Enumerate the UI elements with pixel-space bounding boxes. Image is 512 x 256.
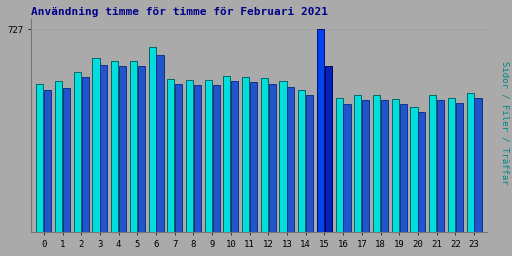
Bar bbox=[138, 66, 145, 232]
Bar bbox=[93, 58, 99, 232]
Bar bbox=[362, 101, 369, 232]
Bar bbox=[63, 88, 70, 232]
Bar bbox=[448, 98, 455, 232]
Bar bbox=[399, 104, 407, 232]
Bar bbox=[100, 65, 108, 232]
Bar bbox=[130, 60, 137, 232]
Bar bbox=[411, 107, 418, 232]
Bar bbox=[250, 82, 257, 232]
Bar bbox=[466, 93, 474, 232]
Bar bbox=[298, 90, 305, 232]
Bar bbox=[287, 87, 294, 232]
Bar bbox=[269, 84, 276, 232]
Text: Användning timme för timme för Februari 2021: Användning timme för timme för Februari … bbox=[31, 7, 328, 17]
Bar bbox=[456, 103, 463, 232]
Bar bbox=[317, 29, 324, 232]
Bar bbox=[186, 80, 193, 232]
Bar bbox=[392, 99, 399, 232]
Bar bbox=[175, 84, 182, 232]
Bar bbox=[74, 72, 81, 232]
Bar bbox=[55, 81, 62, 232]
Bar bbox=[344, 104, 351, 232]
Bar bbox=[429, 95, 436, 232]
Bar bbox=[261, 78, 268, 232]
Bar bbox=[205, 80, 212, 232]
Bar bbox=[381, 101, 388, 232]
Bar bbox=[475, 98, 481, 232]
Bar bbox=[81, 77, 89, 232]
Bar bbox=[156, 55, 163, 232]
Bar bbox=[336, 98, 343, 232]
Bar bbox=[212, 85, 220, 232]
Bar bbox=[373, 95, 380, 232]
Bar bbox=[354, 95, 361, 232]
Bar bbox=[148, 47, 156, 232]
Bar bbox=[231, 81, 239, 232]
Text: Sidor / Filer / Träffar: Sidor / Filer / Träffar bbox=[500, 61, 509, 185]
Bar bbox=[325, 66, 332, 232]
Bar bbox=[194, 85, 201, 232]
Bar bbox=[280, 81, 287, 232]
Bar bbox=[44, 90, 51, 232]
Bar bbox=[418, 112, 425, 232]
Bar bbox=[119, 66, 126, 232]
Bar bbox=[306, 95, 313, 232]
Bar bbox=[223, 76, 230, 232]
Bar bbox=[36, 84, 44, 232]
Bar bbox=[242, 77, 249, 232]
Bar bbox=[167, 79, 175, 232]
Bar bbox=[437, 101, 444, 232]
Bar bbox=[111, 60, 118, 232]
